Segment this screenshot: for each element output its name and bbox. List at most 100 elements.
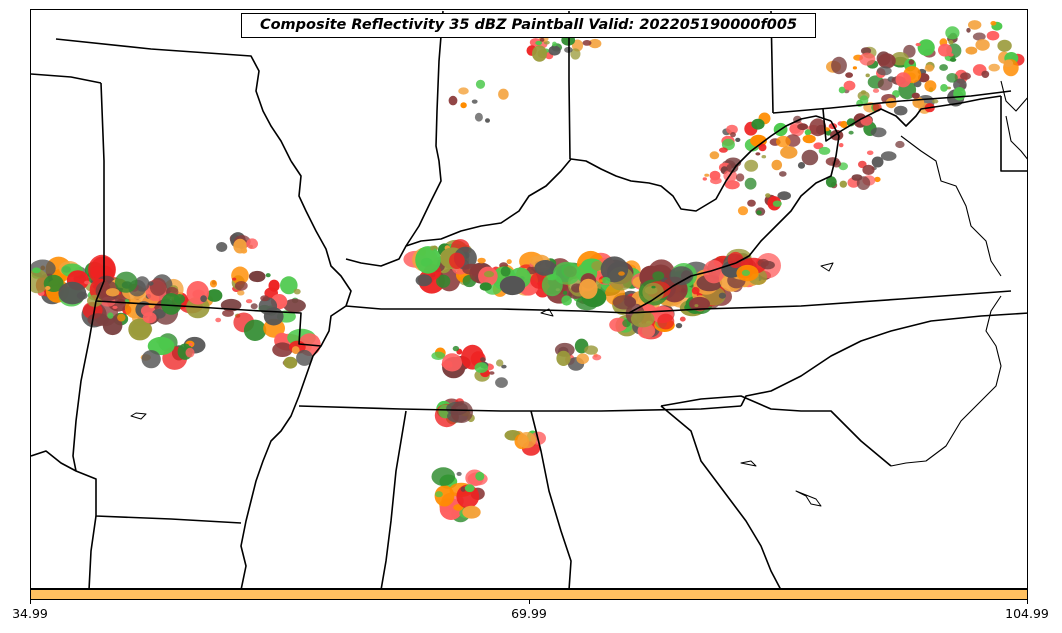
reflectivity-echo [741, 269, 751, 276]
reflectivity-echo [584, 345, 598, 355]
reflectivity-echo [965, 46, 978, 55]
reflectivity-echo [862, 164, 875, 175]
reflectivity-echo [499, 275, 526, 296]
reflectivity-echo [845, 72, 853, 78]
reflectivity-echo [755, 152, 761, 156]
reflectivity-echo [691, 287, 700, 295]
reflectivity-echo [702, 177, 707, 181]
reflectivity-echo [777, 191, 791, 201]
reflectivity-echo [500, 266, 511, 277]
reflectivity-echo [721, 138, 735, 151]
reflectivity-echo [539, 37, 545, 42]
reflectivity-echo [718, 292, 727, 299]
reflectivity-echo [147, 281, 154, 286]
reflectivity-echo [112, 305, 118, 309]
reflectivity-echo [780, 146, 798, 159]
reflectivity-echo [209, 279, 218, 288]
reflectivity-echo [870, 127, 887, 138]
border-kentucky-virginia [628, 262, 737, 314]
reflectivity-echo [838, 143, 844, 148]
reflectivity-echo [245, 299, 253, 304]
reflectivity-echo [949, 57, 957, 62]
border-texas-arkansas [31, 450, 242, 524]
reflectivity-echo [885, 97, 897, 109]
border-ohio-river [345, 115, 832, 267]
border-nc-sc [660, 395, 892, 467]
reflectivity-echo [263, 307, 284, 326]
reflectivity-echo [802, 134, 816, 144]
reflectivity-echo [704, 173, 710, 177]
reflectivity-echo [880, 151, 897, 161]
reflectivity-echo [657, 313, 675, 330]
reflectivity-echo [652, 271, 665, 281]
reflectivity-echo [452, 345, 460, 352]
reflectivity-echo [735, 173, 745, 182]
reflectivity-echo [430, 245, 435, 251]
reflectivity-echo [477, 257, 486, 264]
reflectivity-echo [415, 274, 432, 287]
reflectivity-echo [694, 304, 699, 308]
reflectivity-echo [851, 174, 863, 181]
reflectivity-echo [735, 137, 741, 142]
reflectivity-echo [450, 401, 473, 423]
reflectivity-echo [149, 277, 167, 296]
reflectivity-echo [765, 193, 771, 198]
reflectivity-echo [532, 45, 547, 62]
colorbar-tick-label-mid: 69.99 [511, 606, 547, 621]
reflectivity-echo [601, 277, 611, 284]
reflectivity-echo [561, 295, 572, 306]
reflectivity-echo [480, 357, 486, 362]
border-mississippi-river [240, 160, 352, 588]
reflectivity-echo [283, 356, 298, 369]
colorbar-tick [529, 600, 530, 604]
reflectivity-echo [860, 115, 873, 126]
border-louisiana-north [88, 515, 97, 588]
border-illinois-iowa [55, 38, 292, 162]
reflectivity-echo [498, 88, 509, 100]
reflectivity-echo [840, 120, 848, 129]
reflectivity-echo [915, 42, 921, 47]
border-illinois-indiana [405, 10, 444, 247]
reflectivity-echo [710, 177, 722, 185]
reflectivity-echo [893, 105, 908, 116]
reflectivity-echo [58, 281, 87, 305]
reflectivity-echo [859, 52, 876, 66]
reflectivity-echo [908, 59, 915, 65]
reflectivity-echo [681, 288, 686, 293]
reflectivity-echo [215, 317, 222, 323]
reflectivity-echo [756, 210, 762, 215]
reflectivity-echo [839, 180, 847, 188]
reflectivity-echo [591, 260, 604, 271]
reflectivity-echo [679, 316, 686, 322]
reflectivity-echo [1003, 59, 1014, 68]
reflectivity-echo [831, 56, 847, 75]
colorbar-tick-label-max: 104.99 [1005, 606, 1049, 621]
reflectivity-echo [579, 278, 598, 299]
reflectivity-echo [960, 72, 971, 80]
colorbar-tick-label-min: 34.99 [12, 606, 48, 621]
reflectivity-echo [651, 285, 656, 289]
reflectivity-echo [848, 130, 854, 135]
reflectivity-echo [107, 312, 114, 319]
reflectivity-echo [206, 289, 223, 302]
reflectivity-echo [474, 112, 483, 122]
border-kansas-missouri [95, 82, 105, 302]
reflectivity-echo [990, 21, 997, 26]
reflectivity-echo [772, 200, 782, 207]
border-kentucky-tennessee [345, 305, 630, 314]
reflectivity-echo [248, 270, 266, 283]
reflectivity-echo [243, 319, 267, 341]
reflectivity-echo [32, 267, 41, 274]
border-alabama-georgia [530, 410, 572, 588]
reflectivity-echo [809, 118, 827, 137]
reflectivity-echo [460, 486, 466, 492]
reflectivity-echo [489, 371, 495, 375]
reflectivity-echo [114, 271, 138, 293]
reflectivity-echo [675, 323, 683, 329]
reflectivity-echo [940, 84, 948, 92]
reflectivity-echo [185, 347, 195, 358]
reflectivity-echo [495, 377, 508, 388]
reflectivity-echo [912, 97, 925, 108]
reflectivity-echo [570, 48, 581, 60]
reflectivity-echo [296, 349, 313, 366]
